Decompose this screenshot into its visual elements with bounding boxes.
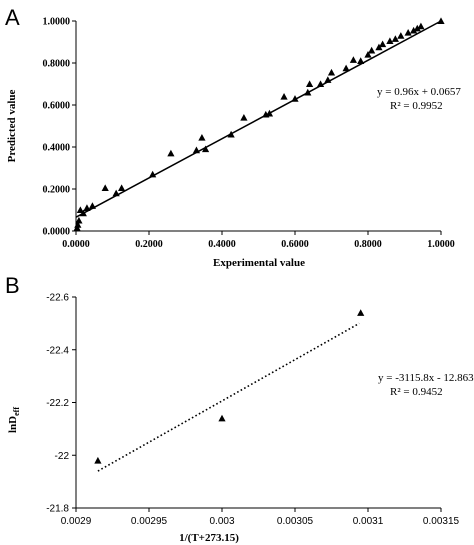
panel-b-x-label: 1/(T+273.15) bbox=[179, 532, 239, 544]
panel-b-y-tick-label: -22.4 bbox=[46, 345, 69, 356]
panel-a-data-point bbox=[306, 80, 314, 88]
panel-a-data-point bbox=[368, 46, 376, 54]
panel-a-data-point bbox=[417, 22, 425, 30]
panel-b-y-label-group: lnDeff bbox=[7, 407, 21, 433]
panel-b-y-label-sub: eff bbox=[12, 407, 21, 416]
panel-b-trendline bbox=[97, 322, 360, 472]
panel-b-y-tick-label: -22 bbox=[55, 451, 70, 462]
panel-a-data-point bbox=[364, 51, 372, 58]
panel-a-y-tick-label: 0.4000 bbox=[43, 143, 71, 154]
panel-b-x-tick-label: 0.00295 bbox=[131, 516, 168, 527]
panel-a-data-point bbox=[324, 76, 332, 83]
panel-a-y-tick-label: 1.0000 bbox=[43, 17, 71, 28]
panel-a-y-tick-label: 0.8000 bbox=[43, 59, 71, 70]
panel-b-x-tick-label: 0.003 bbox=[209, 516, 234, 527]
panel-a-x-tick-label: 1.0000 bbox=[427, 239, 455, 250]
panel-a-trendline bbox=[75, 20, 442, 218]
panel-b-regression-line bbox=[97, 322, 360, 472]
panel-b-points bbox=[94, 309, 365, 464]
panel-a-data-point bbox=[118, 184, 126, 192]
panel-b-x-tick-label: 0.00315 bbox=[423, 516, 460, 527]
panel-a-letter: A bbox=[5, 5, 20, 30]
panel-a-x-tick-label: 0.4000 bbox=[208, 239, 236, 250]
panel-b-y-label-main: lnD bbox=[7, 416, 19, 433]
panel-a-data-point bbox=[397, 32, 405, 39]
panel-a-data-point bbox=[342, 64, 350, 72]
panel-a-data-point bbox=[88, 202, 97, 209]
panel-b-data-point bbox=[218, 414, 226, 422]
panel-b-y-tick-label: -22.2 bbox=[46, 398, 69, 409]
panel-a-data-point bbox=[413, 24, 421, 32]
panel-a-r-squared: R² = 0.9952 bbox=[390, 100, 443, 112]
panel-b-letter: B bbox=[5, 273, 20, 298]
panel-a-data-point bbox=[291, 95, 299, 102]
panel-b-x-tick-label: 0.00305 bbox=[277, 516, 314, 527]
panel-a-data-point bbox=[83, 204, 91, 211]
panel-a-data-point bbox=[280, 93, 288, 100]
panel-a-data-point bbox=[379, 40, 387, 48]
panel-a-data-point bbox=[112, 189, 120, 197]
panel-a-data-point bbox=[149, 170, 157, 178]
panel-a-x-label: Experimental value bbox=[213, 257, 305, 269]
panel-a-equation: y = 0.96x + 0.0657 bbox=[377, 86, 461, 98]
panel-a-data-point bbox=[375, 43, 383, 51]
panel-a-data-point bbox=[304, 88, 312, 96]
panel-a-regression-line bbox=[75, 20, 442, 218]
panel-b-x-tick-label: 0.0029 bbox=[61, 516, 92, 527]
panel-a-data-point bbox=[201, 145, 210, 153]
panel-a-data-point bbox=[265, 109, 274, 117]
panel-a-data-point bbox=[227, 130, 235, 138]
panel-a-x-tick-label: 0.2000 bbox=[135, 239, 163, 250]
panel-b-data-point bbox=[94, 456, 102, 464]
panel-b-equation: y = -3115.8x - 12.863 bbox=[378, 372, 474, 384]
panel-a-data-point bbox=[386, 37, 394, 45]
panel-a-data-point bbox=[327, 68, 336, 76]
panel-b-axes bbox=[75, 297, 441, 509]
panel-a-x-tick-label: 0.0000 bbox=[62, 239, 90, 250]
panel-a-ticks: 0.0000 0.2000 0.4000 0.6000 0.8000 1.0000 0.00… bbox=[43, 17, 455, 251]
panel-a-data-point bbox=[410, 26, 418, 34]
panel-a-data-point bbox=[240, 114, 248, 121]
panel-b-y-tick-label: -21.8 bbox=[46, 504, 69, 515]
panel-a: A 0.0000 0.2000 0.4000 0.6000 0.8000 1.00000.… bbox=[5, 5, 461, 269]
panel-b: B 0.0029 0.00295 0.003 0.00305 0.0031 0.00315… bbox=[5, 273, 474, 544]
panel-a-data-point bbox=[391, 35, 399, 42]
panel-a-points bbox=[73, 17, 445, 231]
panel-a-data-point bbox=[316, 80, 325, 88]
panel-a-data-point bbox=[76, 206, 84, 214]
panel-b-y-tick-label: -22.6 bbox=[46, 293, 69, 304]
panel-a-y-tick-label: 0.0000 bbox=[43, 227, 71, 238]
panel-b-r-squared: R² = 0.9452 bbox=[390, 386, 443, 398]
panel-b-x-tick-label: 0.0031 bbox=[353, 516, 384, 527]
panel-b-data-point bbox=[357, 309, 365, 316]
panel-a-data-point bbox=[192, 146, 201, 154]
panel-b-ticks: 0.0029 0.00295 0.003 0.00305 0.0031 0.00315 -2… bbox=[46, 293, 459, 528]
panel-a-data-point bbox=[74, 221, 82, 228]
panel-a-data-point bbox=[75, 216, 83, 224]
panel-a-data-point bbox=[79, 209, 87, 217]
panel-b-y-label: lnDeff bbox=[7, 407, 21, 433]
panel-a-data-point bbox=[167, 149, 175, 157]
panel-a-data-point bbox=[101, 184, 109, 192]
panel-a-data-point bbox=[404, 28, 412, 36]
panel-a-data-point bbox=[349, 56, 357, 63]
panel-a-data-point bbox=[437, 17, 445, 25]
panel-a-y-tick-label: 0.2000 bbox=[43, 185, 71, 196]
panel-a-axes bbox=[75, 21, 441, 232]
panel-a-data-point bbox=[198, 133, 206, 141]
panel-a-x-tick-label: 0.6000 bbox=[281, 239, 309, 250]
panel-a-y-tick-label: 0.6000 bbox=[43, 101, 71, 112]
panel-a-data-point bbox=[357, 57, 365, 64]
panel-a-x-tick-label: 0.8000 bbox=[354, 239, 382, 250]
panel-a-y-label: Predicted value bbox=[6, 89, 18, 162]
